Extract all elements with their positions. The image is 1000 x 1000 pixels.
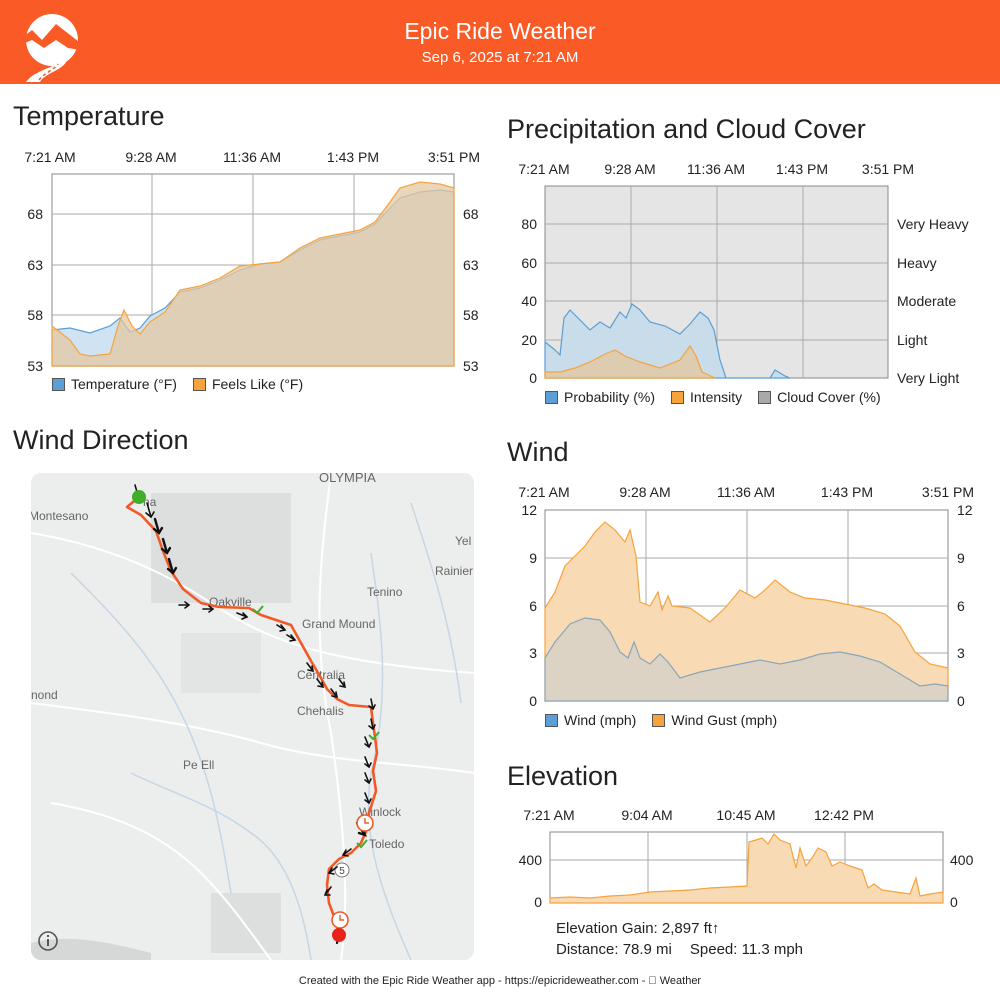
wind-time-label: 7:21 AM: [518, 484, 569, 500]
wind-time-label: 1:43 PM: [821, 484, 873, 500]
wind-y-tick-right: 6: [957, 598, 965, 614]
info-icon: [38, 931, 58, 951]
footer-credit: Created with the Epic Ride Weather app -…: [299, 975, 701, 987]
legend-probability: Probability (%): [564, 389, 656, 405]
place-rainier: Rainier: [435, 564, 473, 578]
legend-cloud-cover: Cloud Cover (%): [777, 389, 881, 405]
temp-y-tick-right: 68: [463, 206, 479, 222]
temperature-legend: Temperature (°F) Feels Like (°F): [52, 376, 319, 392]
legend-temperature: Temperature (°F): [71, 376, 177, 392]
wind-y-tick-right: 3: [957, 645, 965, 661]
precip-y-tick: 0: [529, 370, 537, 386]
place-chehalis: Chehalis: [297, 704, 344, 718]
precip-y-tick: 40: [521, 293, 537, 309]
temp-y-tick: 68: [27, 206, 43, 222]
elev-time-label: 12:42 PM: [814, 807, 874, 823]
elevation-title: Elevation: [507, 761, 619, 791]
temp-y-tick: 58: [27, 307, 43, 323]
temp-time-label: 1:43 PM: [327, 149, 379, 165]
place-olympia: OLYMPIA: [319, 473, 376, 485]
place-na: na: [143, 495, 157, 509]
elev-y-tick: 0: [534, 894, 542, 910]
wind-y-tick-right: 0: [957, 693, 965, 709]
wind-y-tick: 9: [529, 550, 537, 566]
distance: Distance: 78.9 mi: [556, 941, 672, 958]
temp-y-tick-right: 63: [463, 257, 479, 273]
temp-y-tick-right: 53: [463, 358, 479, 374]
precip-time-label: 1:43 PM: [776, 161, 828, 177]
precip-time-label: 9:28 AM: [604, 161, 655, 177]
precipitation-chart: 7:21 AM 9:28 AM 11:36 AM 1:43 PM 3:51 PM…: [518, 161, 969, 386]
intensity-label: Very Heavy: [897, 216, 969, 232]
wind-y-tick: 12: [521, 502, 537, 518]
report-date: Sep 6, 2025 at 7:21 AM: [421, 49, 579, 66]
elev-time-label: 7:21 AM: [523, 807, 574, 823]
wind-chart: 7:21 AM 9:28 AM 11:36 AM 1:43 PM 3:51 PM…: [518, 484, 974, 709]
temperature-chart: 7:21 AM 9:28 AM 11:36 AM 1:43 PM 3:51 PM…: [24, 149, 480, 374]
elev-time-label: 10:45 AM: [716, 807, 775, 823]
wind-y-tick-right: 12: [957, 502, 973, 518]
temp-time-label: 3:51 PM: [428, 149, 480, 165]
ride-stats: Elevation Gain: 2,897 ft↑ Distance: 78.9…: [556, 918, 821, 960]
place-yel: Yel: [455, 534, 471, 548]
intensity-label: Heavy: [897, 255, 937, 271]
route-start-marker: [132, 490, 146, 504]
legend-feels-like: Feels Like (°F): [211, 376, 304, 392]
temp-time-label: 9:28 AM: [125, 149, 176, 165]
legend-wind: Wind (mph): [564, 712, 637, 728]
mountain-road-logo: [4, 14, 92, 82]
legend-intensity: Intensity: [690, 389, 743, 405]
place-toledo: Toledo: [369, 837, 405, 851]
place-centralia: Centralia: [297, 668, 345, 682]
temp-time-label: 7:21 AM: [24, 149, 75, 165]
wind-y-tick: 3: [529, 645, 537, 661]
elev-y-tick: 400: [519, 852, 543, 868]
elevation-gain: Elevation Gain: 2,897 ft↑: [556, 920, 720, 937]
precipitation-legend: Probability (%) Intensity Cloud Cover (%…: [545, 389, 897, 405]
wind-legend: Wind (mph) Wind Gust (mph): [545, 712, 793, 728]
highway-number: 5: [339, 866, 345, 877]
wind-time-label: 3:51 PM: [922, 484, 974, 500]
elev-y-tick-right: 400: [950, 852, 974, 868]
place-nond: nond: [31, 688, 58, 702]
elevation-chart: 7:21 AM 9:04 AM 10:45 AM 12:42 PM 400 0 …: [519, 807, 974, 910]
place-tenino: Tenino: [367, 585, 403, 599]
precipitation-title: Precipitation and Cloud Cover: [507, 114, 866, 144]
place-pe-ell: Pe Ell: [183, 758, 214, 772]
app-header: Epic Ride Weather Sep 6, 2025 at 7:21 AM: [0, 0, 1000, 84]
intensity-label: Light: [897, 332, 927, 348]
precip-y-tick: 20: [521, 332, 537, 348]
temp-time-label: 11:36 AM: [223, 149, 281, 165]
wind-title: Wind: [507, 437, 569, 467]
elev-time-label: 9:04 AM: [621, 807, 672, 823]
intensity-label: Moderate: [897, 293, 956, 309]
wind-y-tick: 0: [529, 693, 537, 709]
highway-shield: [334, 862, 350, 878]
temp-y-tick: 53: [27, 358, 43, 374]
intensity-label: Very Light: [897, 370, 959, 386]
place-grand-mound: Grand Mound: [302, 617, 375, 631]
precip-time-label: 11:36 AM: [687, 161, 745, 177]
wind-direction-title: Wind Direction: [13, 425, 189, 455]
temp-y-tick-right: 58: [463, 307, 479, 323]
place-oakville: Oakville: [209, 595, 252, 609]
place-montesano: Montesano: [31, 509, 89, 523]
wind-time-label: 11:36 AM: [717, 484, 775, 500]
precip-y-tick: 80: [521, 216, 537, 232]
app-title: Epic Ride Weather: [404, 18, 596, 44]
legend-wind-gust: Wind Gust (mph): [671, 712, 778, 728]
precip-y-tick: 60: [521, 255, 537, 271]
wind-y-tick-right: 9: [957, 550, 965, 566]
elev-y-tick-right: 0: [950, 894, 958, 910]
route-end-marker: [332, 928, 346, 942]
wind-y-tick: 6: [529, 598, 537, 614]
precip-time-label: 7:21 AM: [518, 161, 569, 177]
temperature-title: Temperature: [13, 101, 165, 131]
wind-time-label: 9:28 AM: [619, 484, 670, 500]
temp-y-tick: 63: [27, 257, 43, 273]
wind-direction-map[interactable]: OLYMPIA Montesano Yel Rainier Tenino Oak…: [31, 473, 474, 960]
speed: Speed: 11.3 mph: [689, 941, 804, 958]
precip-time-label: 3:51 PM: [862, 161, 914, 177]
